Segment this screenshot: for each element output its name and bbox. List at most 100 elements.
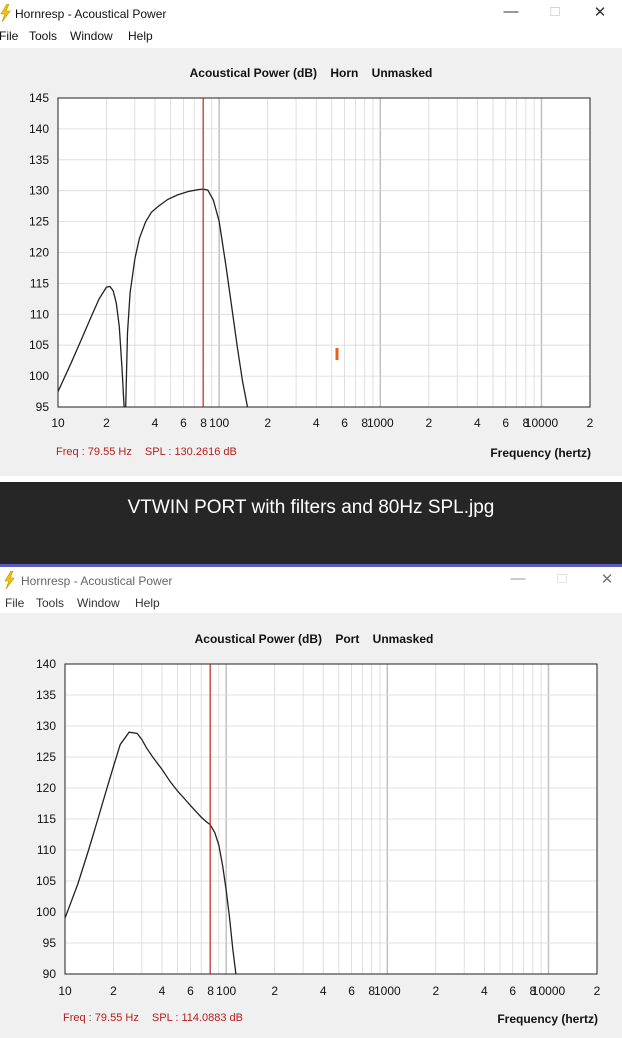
chart-mask: Unmasked <box>372 632 434 646</box>
spl-readout: SPL : 114.0883 dB <box>151 1012 244 1024</box>
x-tick-label: 2 <box>264 416 271 430</box>
plot-area: Acoustical Power (dB) Horn Unmasked 95 10… <box>0 48 622 476</box>
x-tick-label: 4 <box>313 416 320 430</box>
menu-window[interactable]: Window <box>77 596 120 610</box>
x-tick-label: 2 <box>425 416 432 430</box>
x-tick-label: 10 <box>51 416 65 430</box>
cursor-readout: Freq : 79.55 Hz SPL : 114.0883 dB <box>63 1012 253 1024</box>
window-title: Hornresp - Acoustical Power <box>21 574 173 588</box>
x-tick-label: 2 <box>110 984 117 998</box>
plot-area: Acoustical Power (dB) Port Unmasked 90 95… <box>0 613 622 1038</box>
x-tick-label: 4 <box>474 416 481 430</box>
chart-mask: Unmasked <box>371 66 433 80</box>
menu-help[interactable]: Help <box>135 596 160 610</box>
title-bar[interactable]: Hornresp - Acoustical Power — □ ✕ <box>0 567 622 595</box>
x-tick-label: 8 <box>530 984 537 998</box>
x-tick-label: 2 <box>594 984 601 998</box>
x-tick-label: 6 <box>348 984 355 998</box>
y-tick-label: 95 <box>43 936 57 950</box>
x-tick-label: 8 <box>207 984 214 998</box>
x-tick-label: 2 <box>271 984 278 998</box>
y-tick-label: 90 <box>43 967 57 981</box>
y-tick-label: 135 <box>29 153 49 167</box>
lightning-icon <box>0 4 11 22</box>
chart-quantity: Acoustical Power (dB) <box>194 632 322 646</box>
x-tick-label: 1000 <box>374 984 401 998</box>
close-button[interactable]: ✕ <box>593 4 607 21</box>
y-tick-label: 140 <box>29 122 49 136</box>
x-tick-label: 1000 <box>367 416 394 430</box>
y-tick-label: 145 <box>29 91 49 105</box>
menu-tools[interactable]: Tools <box>29 29 58 43</box>
x-tick-label: 8 <box>200 416 207 430</box>
maximize-button[interactable]: □ <box>557 570 567 587</box>
close-button[interactable]: ✕ <box>600 571 614 588</box>
y-tick-label: 140 <box>36 657 56 671</box>
x-tick-label: 4 <box>159 984 166 998</box>
x-tick-label: 2 <box>103 416 110 430</box>
menu-help[interactable]: Help <box>128 29 153 43</box>
menu-bar: File Tools Window Help <box>0 28 622 46</box>
freq-readout: Freq : 79.55 Hz <box>63 1012 139 1024</box>
maximize-button[interactable]: □ <box>550 3 560 20</box>
y-tick-label: 115 <box>37 812 56 826</box>
x-tick-label: 8 <box>368 984 375 998</box>
x-axis-label: Frequency (hertz) <box>497 1012 598 1026</box>
x-tick-label: 8 <box>523 416 530 430</box>
y-tick-label: 105 <box>36 874 56 888</box>
y-tick-label: 105 <box>29 338 49 352</box>
plot-frame <box>57 97 591 408</box>
plot-frame <box>64 663 598 975</box>
y-tick-label: 110 <box>37 843 56 857</box>
minimize-button[interactable]: — <box>510 570 526 587</box>
y-tick-label: 120 <box>29 246 49 260</box>
accent-divider <box>0 564 622 567</box>
chart-mode: Port <box>335 632 360 646</box>
x-tick-label: 100 <box>216 984 236 998</box>
x-tick-label: 6 <box>509 984 516 998</box>
y-tick-label: 95 <box>36 400 50 414</box>
hornresp-window-horn: Hornresp - Acoustical Power — □ ✕ File T… <box>0 0 622 482</box>
y-tick-label: 125 <box>36 750 56 764</box>
power-curve <box>65 731 237 974</box>
window-title: Hornresp - Acoustical Power <box>15 7 167 21</box>
x-tick-label: 6 <box>502 416 509 430</box>
image-caption-bar: VTWIN PORT with filters and 80Hz SPL.jpg <box>0 482 622 564</box>
chart-quantity: Acoustical Power (dB) <box>189 66 317 80</box>
chart-heading: Acoustical Power (dB) Horn Unmasked <box>0 66 622 80</box>
y-tick-label: 100 <box>29 369 49 383</box>
x-tick-label: 6 <box>341 416 348 430</box>
x-tick-label: 10 <box>58 984 72 998</box>
image-caption: VTWIN PORT with filters and 80Hz SPL.jpg <box>127 497 495 518</box>
x-tick-label: 2 <box>587 416 594 430</box>
menu-file[interactable]: File <box>0 29 19 43</box>
x-tick-label: 4 <box>481 984 488 998</box>
chart-heading: Acoustical Power (dB) Port Unmasked <box>3 632 622 646</box>
x-axis-label: Frequency (hertz) <box>490 446 591 460</box>
x-tick-label: 100 <box>209 416 229 430</box>
freq-readout: Freq : 79.55 Hz <box>56 446 132 458</box>
y-tick-label: 115 <box>30 276 49 290</box>
menu-tools[interactable]: Tools <box>36 596 65 610</box>
x-tick-label: 4 <box>320 984 327 998</box>
title-bar[interactable]: Hornresp - Acoustical Power — □ ✕ <box>0 0 622 28</box>
y-tick-label: 130 <box>29 184 49 198</box>
spl-readout: SPL : 130.2616 dB <box>144 446 237 458</box>
minimize-button[interactable]: — <box>503 3 519 20</box>
x-tick-label: 6 <box>180 416 187 430</box>
menu-bar: File Tools Window Help <box>0 595 622 613</box>
x-tick-label: 4 <box>152 416 159 430</box>
y-tick-label: 130 <box>36 719 56 733</box>
y-tick-label: 135 <box>36 688 56 702</box>
power-curve <box>58 188 249 407</box>
cursor-readout: Freq : 79.55 Hz SPL : 130.2616 dB <box>56 446 247 458</box>
x-tick-label: 10000 <box>525 416 559 430</box>
x-tick-label: 10000 <box>532 984 566 998</box>
y-tick-label: 120 <box>36 781 56 795</box>
y-tick-label: 125 <box>29 215 49 229</box>
menu-file[interactable]: File <box>5 596 25 610</box>
x-tick-label: 6 <box>187 984 194 998</box>
menu-window[interactable]: Window <box>70 29 113 43</box>
